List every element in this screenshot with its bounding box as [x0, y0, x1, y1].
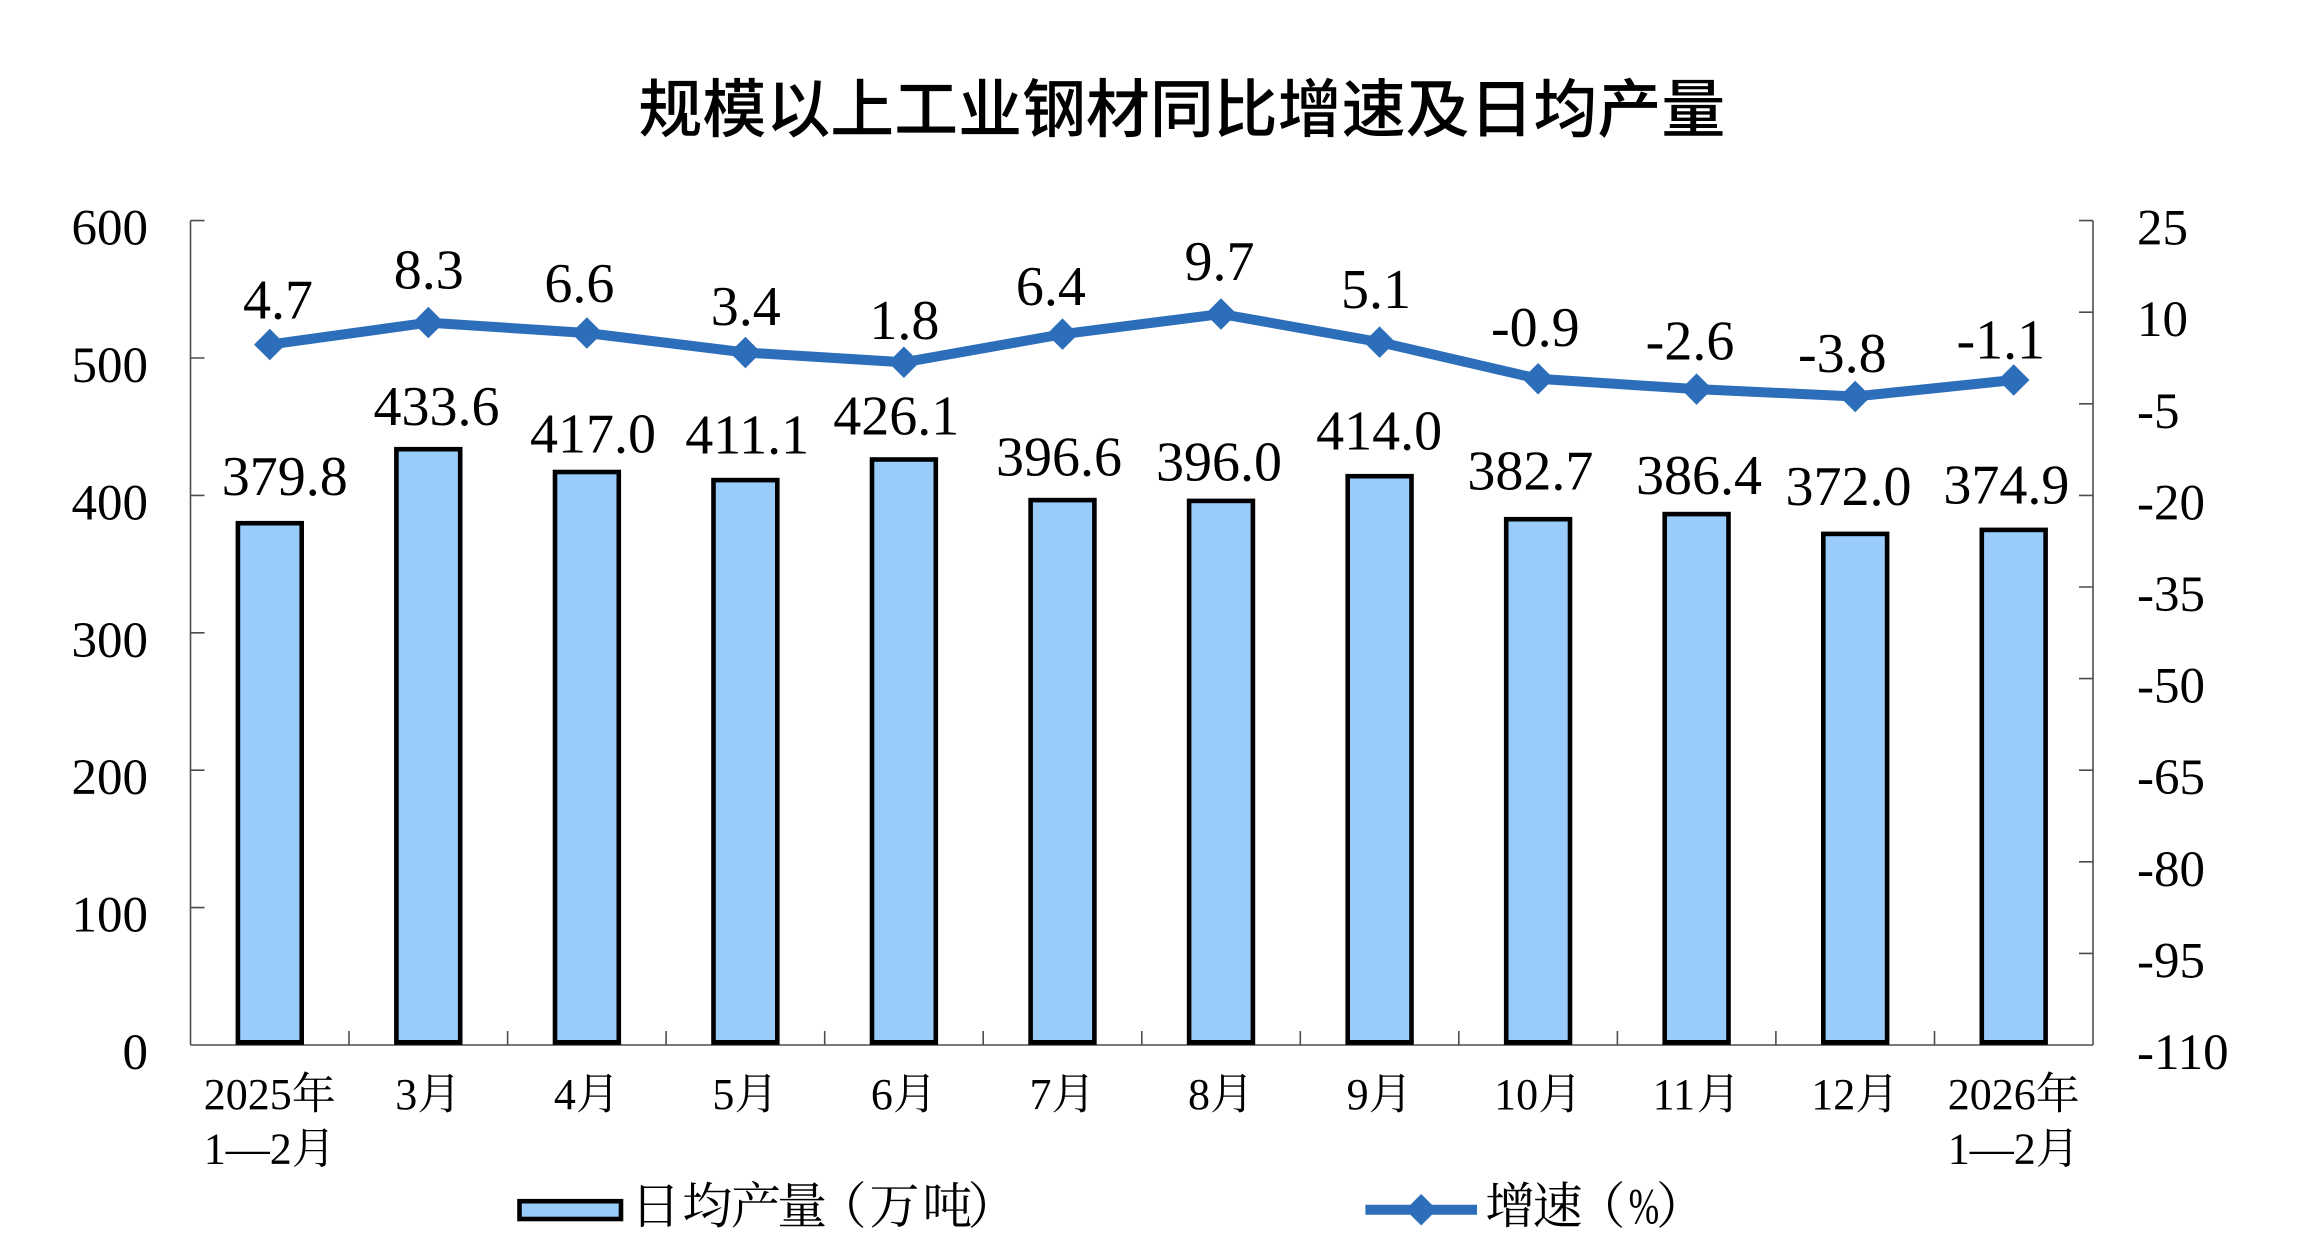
- svg-text:7: 7: [1030, 1070, 1052, 1119]
- svg-text:25: 25: [2137, 201, 2188, 257]
- svg-text:6: 6: [871, 1070, 893, 1119]
- svg-text:372.0: 372.0: [1786, 456, 1912, 518]
- svg-text:-5: -5: [2137, 384, 2179, 440]
- svg-text:5: 5: [712, 1070, 734, 1119]
- svg-text:426.1: 426.1: [833, 386, 959, 448]
- svg-text:2026: 2026: [1948, 1070, 2036, 1119]
- svg-text:433.6: 433.6: [374, 376, 500, 438]
- svg-text:2025: 2025: [204, 1070, 292, 1119]
- svg-text:10: 10: [2137, 292, 2188, 348]
- svg-text:-3.8: -3.8: [1798, 323, 1887, 385]
- svg-text:411.1: 411.1: [685, 405, 809, 467]
- svg-text:-65: -65: [2137, 750, 2205, 806]
- svg-text:500: 500: [72, 338, 149, 394]
- svg-text:417.0: 417.0: [530, 403, 656, 465]
- svg-text:0: 0: [123, 1025, 149, 1081]
- svg-text:-95: -95: [2137, 933, 2205, 989]
- svg-text:9.7: 9.7: [1185, 231, 1255, 293]
- svg-text:9: 9: [1347, 1070, 1369, 1119]
- svg-text:300: 300: [72, 613, 149, 669]
- svg-text:5.1: 5.1: [1341, 259, 1411, 321]
- svg-text:379.8: 379.8: [222, 446, 348, 508]
- svg-text:6.6: 6.6: [544, 253, 614, 315]
- svg-text:3: 3: [395, 1070, 417, 1119]
- svg-text:200: 200: [72, 750, 149, 806]
- svg-text:4.7: 4.7: [243, 269, 313, 331]
- svg-text:-1.1: -1.1: [1956, 310, 2045, 372]
- svg-text:-20: -20: [2137, 475, 2205, 531]
- svg-text:-80: -80: [2137, 842, 2205, 898]
- svg-text:6.4: 6.4: [1016, 256, 1086, 318]
- svg-text:-0.9: -0.9: [1491, 297, 1580, 359]
- svg-text:11: 11: [1653, 1070, 1695, 1119]
- svg-text:8: 8: [1188, 1070, 1210, 1119]
- svg-text:396.6: 396.6: [996, 427, 1122, 489]
- svg-text:382.7: 382.7: [1467, 440, 1593, 502]
- svg-text:8.3: 8.3: [394, 240, 464, 302]
- svg-text:396.0: 396.0: [1156, 432, 1282, 494]
- svg-text:%: %: [1629, 1178, 1660, 1235]
- svg-text:1—2: 1—2: [204, 1125, 292, 1174]
- svg-text:600: 600: [72, 201, 149, 257]
- svg-text:12: 12: [1811, 1070, 1855, 1119]
- svg-text:10: 10: [1494, 1070, 1538, 1119]
- svg-text:-2.6: -2.6: [1646, 311, 1735, 373]
- svg-text:-50: -50: [2137, 659, 2205, 715]
- svg-text:374.9: 374.9: [1943, 455, 2069, 517]
- svg-text:400: 400: [72, 475, 149, 531]
- svg-text:-35: -35: [2137, 567, 2205, 623]
- svg-text:4: 4: [554, 1070, 576, 1119]
- svg-text:1.8: 1.8: [869, 290, 939, 352]
- svg-text:1—2: 1—2: [1948, 1125, 2036, 1174]
- svg-text:414.0: 414.0: [1316, 401, 1442, 463]
- svg-text:386.4: 386.4: [1636, 445, 1762, 507]
- svg-text:100: 100: [72, 888, 149, 944]
- svg-text:3.4: 3.4: [711, 276, 781, 338]
- svg-text:-110: -110: [2137, 1025, 2229, 1081]
